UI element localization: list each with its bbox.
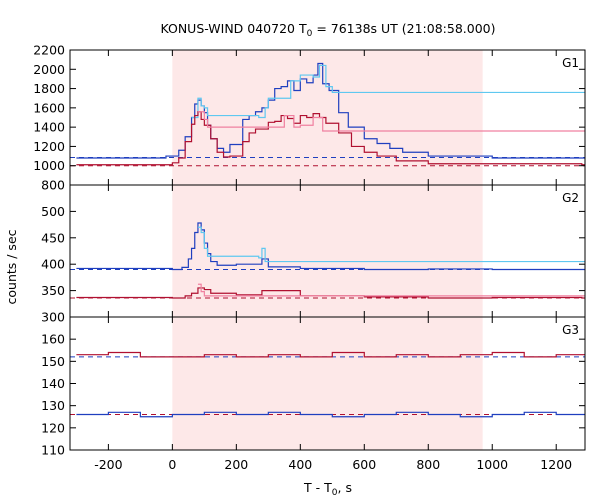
y-tick-label-G3: 140 xyxy=(41,376,65,391)
x-tick-label: 800 xyxy=(416,457,440,472)
y-tick-label-G1: 1200 xyxy=(33,139,65,154)
y-tick-label-G1: 1800 xyxy=(33,81,65,96)
chart-title: KONUS-WIND 040720 T0 = 76138s UT (21:08:… xyxy=(160,21,495,39)
y-tick-label-G1: 800 xyxy=(41,178,65,193)
panel-label-G1: G1 xyxy=(562,56,579,70)
x-tick-label: 1200 xyxy=(540,457,572,472)
y-tick-label-G3: 160 xyxy=(41,332,65,347)
series-G2-total_light-1 xyxy=(197,226,585,263)
y-tick-label-G1: 2200 xyxy=(33,43,65,58)
y-tick-label-G2: 350 xyxy=(41,283,65,298)
series-G2-soft_light-3 xyxy=(197,283,585,297)
x-tick-label: 1000 xyxy=(476,457,508,472)
y-tick-label-G2: 500 xyxy=(41,204,65,219)
x-axis-label: T - T0, s xyxy=(303,480,352,498)
y-tick-label-G3: 130 xyxy=(41,398,65,413)
y-tick-label-G3: 110 xyxy=(41,443,65,458)
series-G2-total-0 xyxy=(76,222,585,271)
series-G1-total_light-1 xyxy=(191,64,585,119)
y-tick-label-G1: 1000 xyxy=(33,158,65,173)
y-tick-label-G3: 150 xyxy=(41,354,65,369)
y-tick-label-G2: 450 xyxy=(41,230,65,245)
y-tick-label-G1: 2000 xyxy=(33,62,65,77)
x-tick-label: 200 xyxy=(224,457,248,472)
y-axis-label: counts / sec xyxy=(4,229,19,304)
x-tick-label: 0 xyxy=(168,457,176,472)
series-G1-soft-2 xyxy=(76,111,585,166)
burst-interval-shade xyxy=(172,50,483,450)
series-G3-total-1 xyxy=(76,411,585,418)
y-tick-label-G1: 1600 xyxy=(33,100,65,115)
x-tick-label: 600 xyxy=(352,457,376,472)
x-tick-label: -200 xyxy=(94,457,122,472)
panel-label-G3: G3 xyxy=(562,323,579,337)
y-tick-label-G2: 400 xyxy=(41,257,65,272)
panels-group: 8001000120014001600180020002200G13003504… xyxy=(33,43,586,472)
y-tick-label-G1: 1400 xyxy=(33,120,65,135)
panel-label-G2: G2 xyxy=(562,191,579,205)
x-tick-label: 400 xyxy=(288,457,312,472)
series-G2-soft-2 xyxy=(76,287,585,299)
y-tick-label-G2: 300 xyxy=(41,310,65,325)
series-G1-soft_light-3 xyxy=(197,111,585,132)
series-G3-soft-0 xyxy=(76,351,585,358)
y-tick-label-G3: 120 xyxy=(41,420,65,435)
